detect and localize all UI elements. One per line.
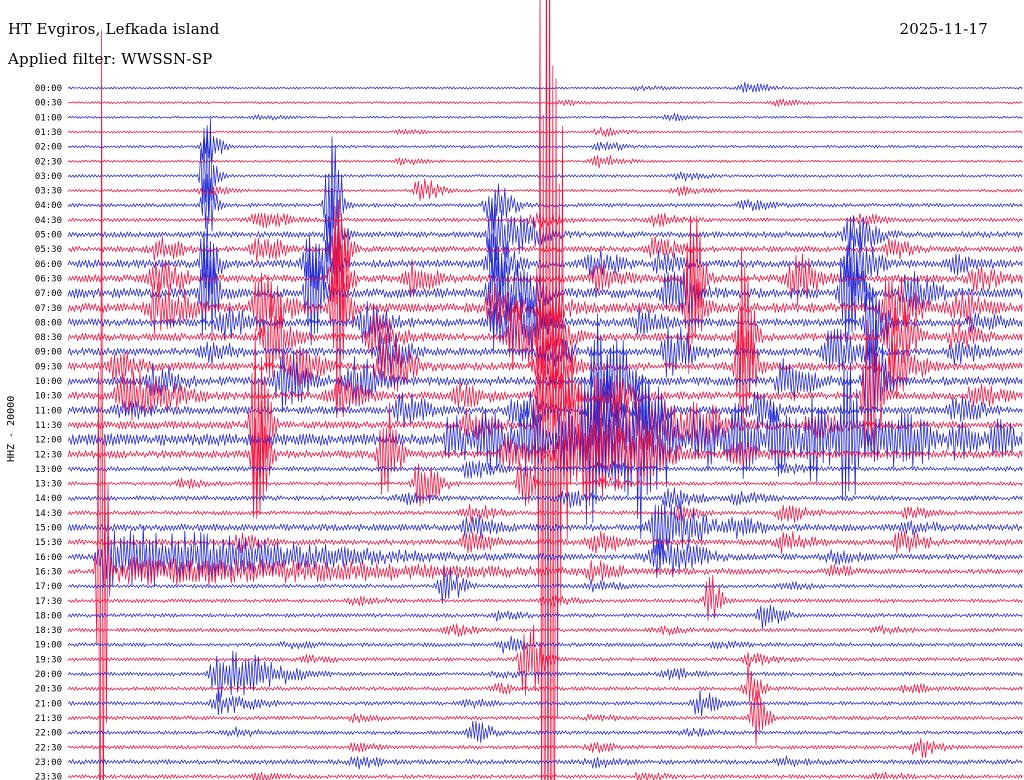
time-label-19:00: 19:00: [35, 641, 62, 651]
trace-21:30: [67, 690, 1023, 746]
trace-03:00: [67, 118, 1023, 211]
time-label-14:00: 14:00: [35, 494, 62, 504]
time-label-06:00: 06:00: [35, 260, 62, 270]
trace-14:00: [67, 487, 1023, 510]
time-label-03:30: 03:30: [35, 187, 62, 197]
trace-19:30: [67, 625, 1023, 696]
time-label-13:30: 13:30: [35, 480, 62, 490]
time-label-16:00: 16:00: [35, 553, 62, 563]
time-label-04:30: 04:30: [35, 216, 62, 226]
trace-02:30: [67, 155, 1023, 169]
trace-16:30: [67, 29, 1023, 780]
time-label-11:00: 11:00: [35, 406, 62, 416]
trace-23:00: [67, 755, 1023, 770]
time-label-05:00: 05:00: [35, 231, 62, 241]
trace-12:30: [67, 401, 1023, 519]
time-label-07:30: 07:30: [35, 304, 62, 314]
time-label-02:30: 02:30: [35, 157, 62, 167]
time-label-22:00: 22:00: [35, 729, 62, 739]
trace-20:00: [67, 650, 1023, 702]
trace-16:00: [67, 526, 1023, 587]
trace-15:30: [67, 530, 1023, 554]
time-label-12:00: 12:00: [35, 436, 62, 446]
time-label-15:30: 15:30: [35, 538, 62, 548]
trace-14:30: [67, 503, 1023, 524]
time-label-13:00: 13:00: [35, 465, 62, 475]
station-title: HT Evgiros, Lefkada island: [8, 20, 220, 38]
trace-18:00: [67, 604, 1023, 630]
time-label-18:30: 18:30: [35, 626, 62, 636]
trace-17:00: [67, 567, 1023, 604]
time-label-01:00: 01:00: [35, 113, 62, 123]
time-label-09:30: 09:30: [35, 362, 62, 372]
time-label-08:30: 08:30: [35, 333, 62, 343]
trace-00:00: [67, 81, 1023, 93]
time-label-06:30: 06:30: [35, 274, 62, 284]
trace-12:00: [67, 346, 1023, 540]
time-label-03:00: 03:00: [35, 172, 62, 182]
trace-13:00: [67, 460, 1023, 479]
channel-scale-label: HHZ - 20000: [6, 395, 17, 462]
time-label-23:00: 23:00: [35, 758, 62, 768]
time-label-17:00: 17:00: [35, 582, 62, 592]
time-label-15:00: 15:00: [35, 524, 62, 534]
time-label-11:30: 11:30: [35, 421, 62, 431]
time-label-16:30: 16:30: [35, 567, 62, 577]
trace-01:30: [67, 126, 1023, 137]
time-label-05:30: 05:30: [35, 245, 62, 255]
trace-17:30: [67, 574, 1023, 621]
time-label-04:00: 04:00: [35, 201, 62, 211]
time-label-20:30: 20:30: [35, 685, 62, 695]
time-label-18:00: 18:00: [35, 611, 62, 621]
trace-20:30: [67, 662, 1023, 703]
time-label-14:30: 14:30: [35, 509, 62, 519]
trace-04:30: [67, 212, 1023, 229]
time-label-01:30: 01:30: [35, 128, 62, 138]
time-label-21:00: 21:00: [35, 699, 62, 709]
time-label-08:00: 08:00: [35, 318, 62, 328]
trace-22:30: [67, 738, 1023, 759]
time-label-07:00: 07:00: [35, 289, 62, 299]
trace-21:00: [67, 690, 1023, 717]
time-label-02:00: 02:00: [35, 143, 62, 153]
time-label-10:00: 10:00: [35, 377, 62, 387]
applied-filter-label: Applied filter: WWSSN-SP: [8, 50, 213, 68]
time-label-20:00: 20:00: [35, 670, 62, 680]
trace-15:00: [67, 500, 1023, 560]
trace-00:30: [67, 98, 1023, 107]
time-label-00:30: 00:30: [35, 99, 62, 109]
trace-23:30: [67, 771, 1023, 780]
time-label-17:30: 17:30: [35, 597, 62, 607]
time-label-19:30: 19:30: [35, 655, 62, 665]
time-label-12:30: 12:30: [35, 450, 62, 460]
trace-22:00: [67, 720, 1023, 744]
time-label-09:00: 09:00: [35, 348, 62, 358]
trace-19:00: [67, 635, 1023, 654]
time-label-22:30: 22:30: [35, 743, 62, 753]
time-label-21:30: 21:30: [35, 714, 62, 724]
trace-11:30: [67, 0, 1023, 780]
time-label-23:30: 23:30: [35, 773, 62, 780]
time-label-10:30: 10:30: [35, 392, 62, 402]
trace-13:30: [67, 463, 1023, 507]
trace-01:00: [67, 112, 1023, 122]
time-label-00:00: 00:00: [35, 84, 62, 94]
trace-02:00: [67, 128, 1023, 162]
trace-18:30: [67, 623, 1023, 637]
date-label: 2025-11-17: [899, 20, 988, 38]
